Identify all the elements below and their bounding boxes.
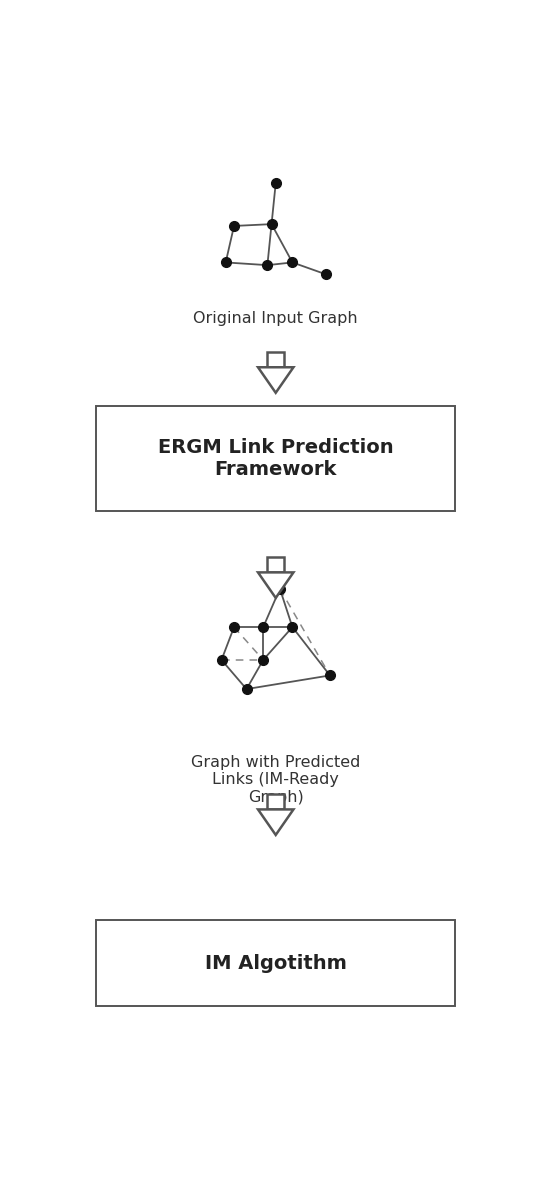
Polygon shape — [267, 794, 284, 810]
Polygon shape — [267, 352, 284, 367]
Polygon shape — [267, 556, 284, 572]
Polygon shape — [258, 572, 293, 598]
Polygon shape — [258, 367, 293, 393]
FancyBboxPatch shape — [96, 920, 455, 1006]
Text: IM Algotithm: IM Algotithm — [205, 953, 346, 972]
Text: Graph with Predicted
Links (IM-Ready
Graph): Graph with Predicted Links (IM-Ready Gra… — [191, 754, 360, 805]
Text: ERGM Link Prediction
Framework: ERGM Link Prediction Framework — [158, 438, 393, 480]
FancyBboxPatch shape — [96, 406, 455, 511]
Polygon shape — [258, 810, 293, 835]
Text: Original Input Graph: Original Input Graph — [194, 310, 358, 326]
